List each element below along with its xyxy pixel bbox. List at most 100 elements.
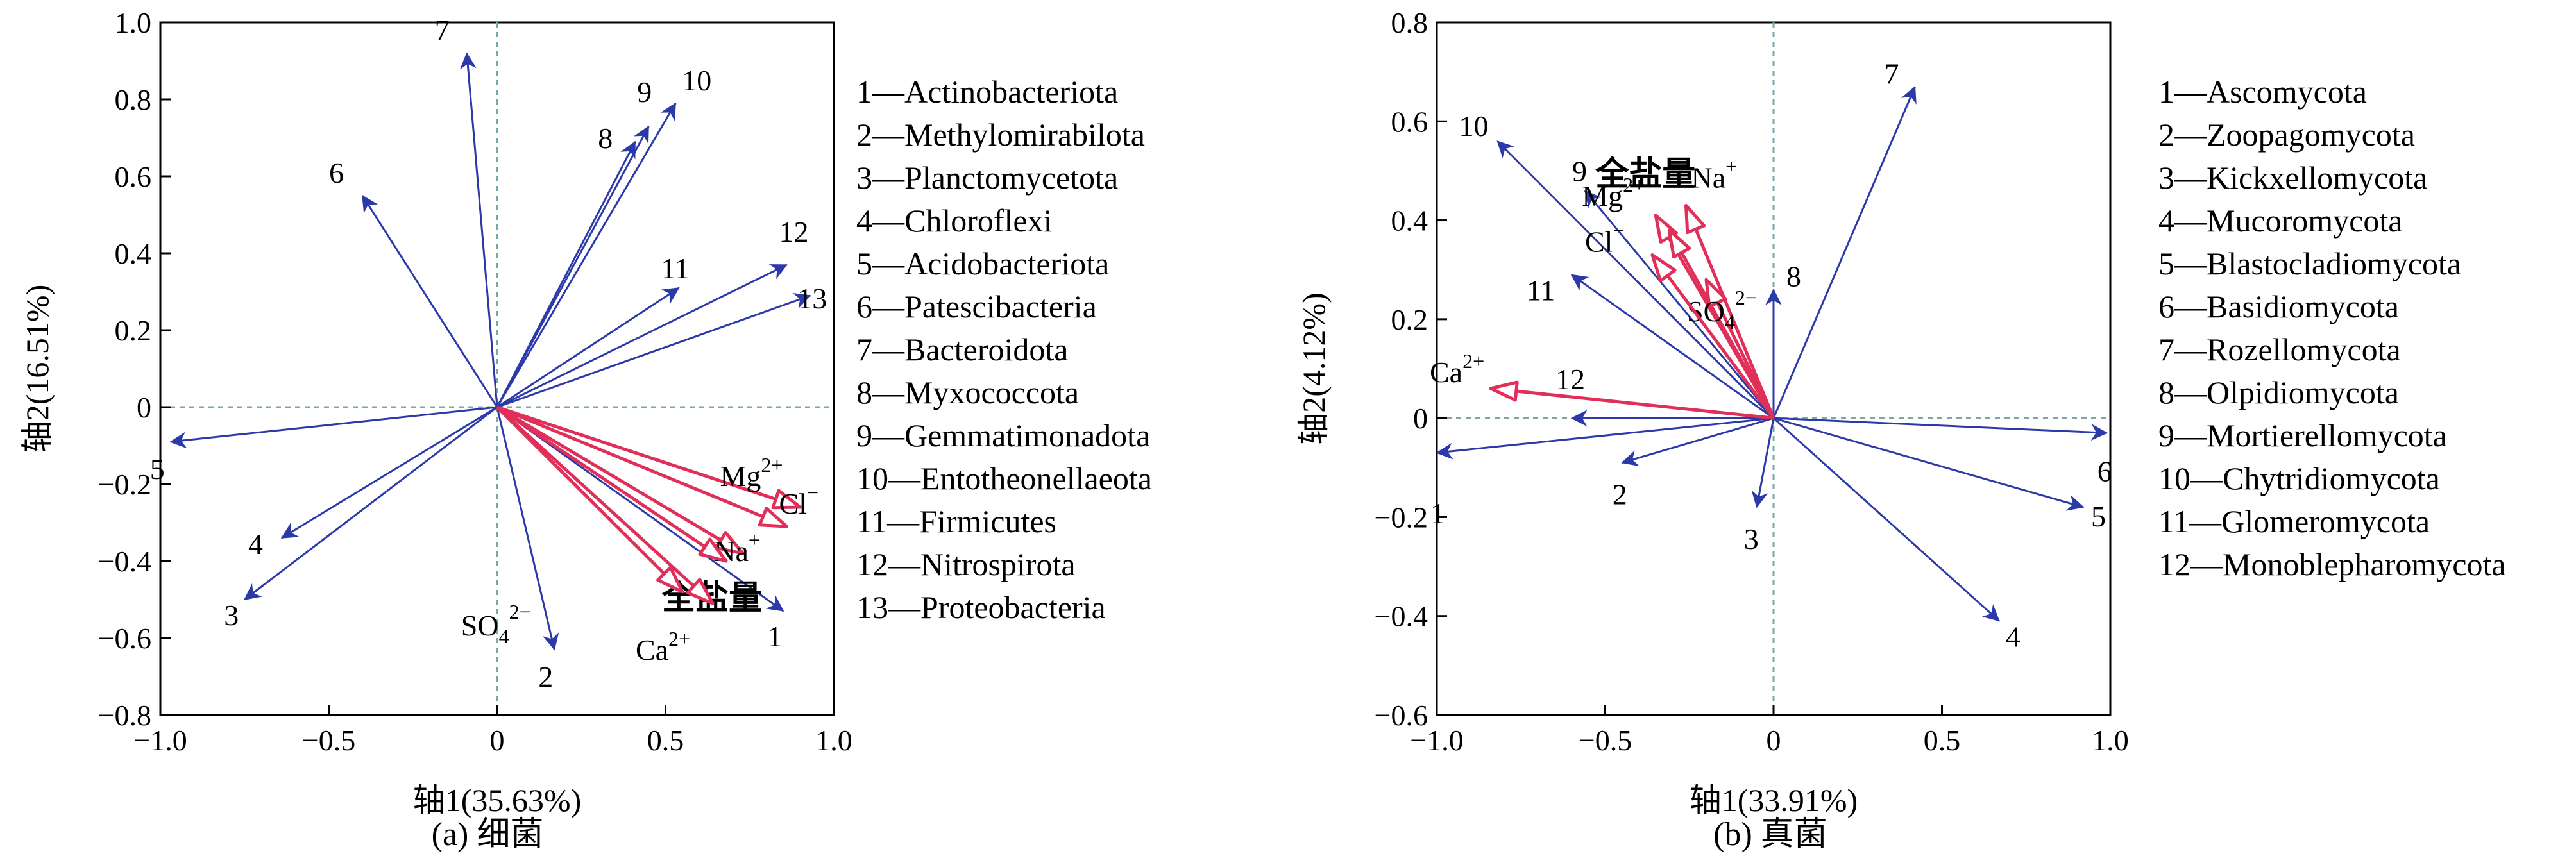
species-arrow <box>496 292 811 408</box>
species-arrow-label: 8 <box>598 122 613 155</box>
legend-item: 4—Chloroflexi <box>856 203 1053 239</box>
y-tick-label: −0.2 <box>1375 501 1428 533</box>
env-variable-label: Cl− <box>1585 219 1625 258</box>
y-axis-label: 轴2(16.51%) <box>19 285 55 453</box>
env-arrow <box>1716 302 1775 419</box>
y-tick-label: −0.2 <box>98 468 151 501</box>
fungi-biplot-panel: −1.0 −0.5 0 0.5 1.0 0.8 0.6 0.4 0.2 0 −0.2 −0.4 −0.6… <box>1296 6 2506 853</box>
x-tick-label: 0.5 <box>1924 724 1961 757</box>
env-variable-label: Mg2+ <box>720 453 783 492</box>
x-tick-label: −1.0 <box>133 724 187 757</box>
legend-item: 3—Planctomycetota <box>856 160 1118 196</box>
env-arrow-head <box>656 566 684 594</box>
y-tick-label: −0.4 <box>1375 600 1428 633</box>
species-arrow-label: 4 <box>2006 620 2021 653</box>
legend-item: 2—Methylomirabilota <box>856 117 1145 153</box>
species-arrow <box>1751 417 1775 508</box>
species-arrow <box>280 406 498 539</box>
bacteria-biplot-panel: −1.0 −0.5 0 0.5 1.0 1.0 0.8 0.6 0.4 0.2 0 −0.2 −0.4 −… <box>19 6 1152 853</box>
species-arrow <box>1773 417 2085 511</box>
x-tick-label: 0 <box>490 724 505 757</box>
species-arrow-label: 1 <box>1430 497 1445 530</box>
y-tick-label: 0 <box>1413 402 1428 435</box>
legend-item: 13—Proteobacteria <box>856 589 1106 625</box>
y-tick-label: 0.2 <box>1391 303 1428 336</box>
x-tick-label: 0.5 <box>647 724 684 757</box>
env-arrow <box>496 405 706 548</box>
legend-item: 10—Chytridiomycota <box>2158 460 2440 496</box>
y-tick-label: 0.2 <box>115 314 152 347</box>
x-tick-label: −0.5 <box>1579 724 1632 757</box>
species-arrow <box>1772 417 2000 622</box>
env-arrow <box>1666 274 1775 419</box>
env-arrow-head <box>1667 228 1691 259</box>
legend-item: 7—Bacteroidota <box>856 331 1068 367</box>
species-arrow <box>361 194 498 408</box>
x-tick-label: 1.0 <box>815 724 852 757</box>
y-tick-label: 1.0 <box>115 6 152 39</box>
species-arrow-label: 1 <box>767 620 782 653</box>
species-arrow-label: 3 <box>224 599 239 632</box>
species-arrow-label: 12 <box>779 215 809 248</box>
env-arrow <box>1516 389 1774 420</box>
y-axis-label: 轴2(4.12%) <box>1296 292 1332 444</box>
legend-item: 8—Myxococcota <box>856 374 1079 410</box>
env-variable-label: Cl− <box>779 481 819 520</box>
env-arrow <box>496 406 695 587</box>
env-arrow-head <box>1650 253 1677 283</box>
species-arrow-label: 5 <box>2091 500 2106 533</box>
species-arrow-label: 6 <box>2097 455 2112 487</box>
species-arrow-label: 2 <box>1613 478 1627 511</box>
env-arrow-head <box>686 578 715 605</box>
legend-item: 9—Gemmatimonadota <box>856 417 1150 453</box>
species-arrow <box>496 125 650 408</box>
legend-item: 4—Mucoromycota <box>2158 203 2402 239</box>
legend-item: 5—Acidobacteriota <box>856 246 1109 281</box>
species-arrow <box>1584 190 1775 419</box>
env-arrow <box>496 405 777 501</box>
y-tick-label: 0 <box>137 391 151 424</box>
species-arrow-label: 9 <box>1572 155 1587 187</box>
species-arrow-label: 6 <box>329 156 344 189</box>
env-arrow <box>496 405 722 542</box>
env-variable-label: Na+ <box>1691 155 1738 194</box>
legend-item: 12—Nitrospirota <box>856 546 1076 582</box>
legend-item: 6—Basidiomycota <box>2158 289 2399 324</box>
x-tick-label: 1.0 <box>2092 724 2129 757</box>
species-arrow <box>496 287 680 408</box>
species-arrow-label: 10 <box>1459 110 1489 142</box>
x-tick-label: −1.0 <box>1410 724 1463 757</box>
y-tick-label: −0.4 <box>98 545 151 578</box>
species-arrow-label: 2 <box>538 660 553 693</box>
env-arrow <box>496 406 666 575</box>
y-tick-label: −0.6 <box>1375 699 1428 732</box>
species-arrow <box>496 407 559 651</box>
env-arrow-head <box>715 531 745 555</box>
species-arrow <box>459 52 498 408</box>
species-arrow-label: 11 <box>661 252 690 285</box>
legend-item: 3—Kickxellomycota <box>2158 160 2427 196</box>
species-arrow <box>1496 140 1775 419</box>
species-arrow-label: 13 <box>797 282 827 315</box>
y-tick-label: 0.8 <box>115 83 152 116</box>
y-tick-label: 0.8 <box>1391 6 1428 39</box>
species-arrow <box>1772 85 1917 419</box>
y-tick-label: −0.8 <box>98 699 151 732</box>
legend-item: 1—Actinobacteriota <box>856 74 1118 110</box>
species-arrow-label: 10 <box>682 64 711 97</box>
species-arrow <box>1436 417 1774 460</box>
species-arrow <box>1621 417 1774 467</box>
y-tick-label: 0.6 <box>115 160 152 193</box>
x-tick-label: 0 <box>1767 724 1781 757</box>
legend-item: 10—Entotheonellaeota <box>856 460 1152 496</box>
legend-item: 5—Blastocladiomycota <box>2158 246 2461 281</box>
legend-item: 11—Glomeromycota <box>2158 503 2430 539</box>
species-arrow-label: 5 <box>150 453 165 485</box>
species-arrow-label: 11 <box>1527 274 1555 306</box>
env-arrow-head <box>771 489 802 510</box>
legend-item: 2—Zoopagomycota <box>2158 117 2415 153</box>
x-tick-label: −0.5 <box>302 724 355 757</box>
env-variable-label: SO42− <box>461 600 531 648</box>
env-arrow <box>496 405 764 519</box>
